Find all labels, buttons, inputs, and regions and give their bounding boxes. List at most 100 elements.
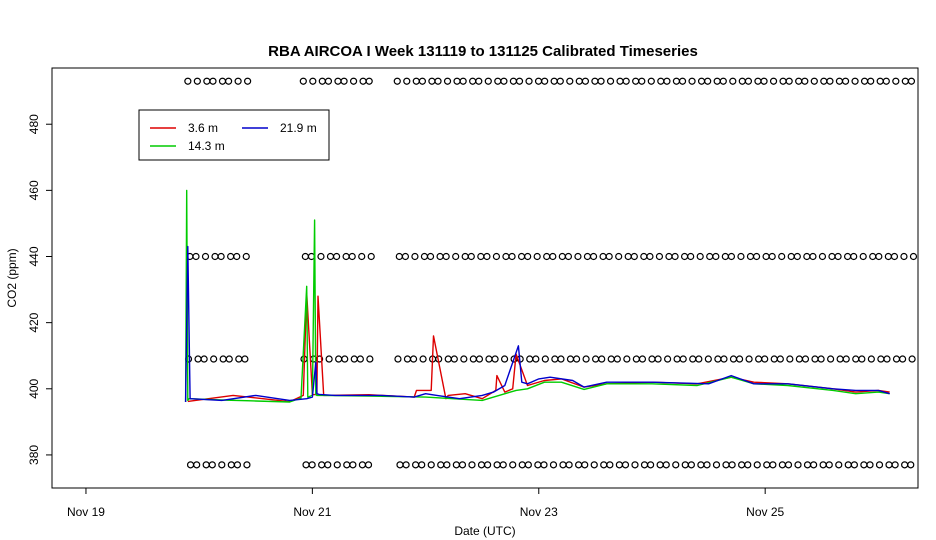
- calibration-marker-1-2-63: [909, 252, 918, 261]
- calibration-marker-2-0-2: [200, 355, 208, 363]
- x-axis-label: Date (UTC): [454, 524, 515, 538]
- calibration-marker-2-2-29: [632, 355, 640, 363]
- calibration-marker-2-2-12: [491, 355, 499, 363]
- calibration-marker-3-2-1: [402, 461, 410, 469]
- calibration-marker-0-2-24: [591, 77, 599, 85]
- calibration-marker-1-1-7: [358, 252, 366, 261]
- calibration-marker-2-2-35: [679, 355, 687, 363]
- calibration-marker-0-2-43: [744, 77, 753, 85]
- calibration-marker-2-2-57: [858, 355, 866, 363]
- calibration-marker-0-2-46: [769, 77, 778, 85]
- calibration-marker-0-2-58: [867, 77, 875, 85]
- calibration-marker-3-2-27: [615, 461, 623, 469]
- calibration-marker-2-2-47: [776, 355, 784, 363]
- calibration-marker-3-2-18: [540, 461, 548, 469]
- calibration-marker-3-2-47: [778, 461, 786, 469]
- x-tick-label-1: Nov 21: [293, 505, 331, 519]
- calibration-marker-0-2-34: [672, 77, 681, 85]
- calibration-marker-1-2-8: [461, 252, 469, 261]
- calibration-marker-0-2-29: [632, 77, 640, 85]
- calibration-marker-1-0-2: [201, 252, 210, 261]
- calibration-marker-0-2-26: [606, 77, 615, 85]
- calibration-marker-3-2-22: [575, 461, 583, 469]
- calibration-marker-2-0-1: [194, 355, 202, 363]
- calibration-marker-1-2-47: [778, 252, 786, 261]
- calibration-marker-1-2-15: [517, 252, 526, 261]
- calibration-marker-2-2-53: [827, 355, 835, 363]
- calibration-marker-1-2-3: [420, 252, 429, 261]
- calibration-marker-0-2-16: [525, 77, 533, 85]
- calibration-marker-1-2-44: [752, 252, 761, 261]
- calibration-marker-3-2-24: [590, 461, 598, 469]
- y-tick-label-5: 480: [27, 114, 41, 134]
- calibration-marker-3-2-7: [452, 461, 460, 469]
- calibration-marker-1-2-30: [640, 252, 648, 261]
- y-axis-label: CO2 (ppm): [5, 248, 19, 307]
- calibration-marker-0-1-4: [334, 77, 342, 85]
- calibration-marker-3-2-44: [753, 461, 761, 469]
- calibration-marker-0-2-42: [738, 77, 746, 85]
- calibration-marker-0-2-39: [713, 77, 721, 85]
- calibration-marker-2-2-6: [444, 355, 452, 363]
- calibration-marker-3-1-1: [308, 461, 316, 469]
- calibration-marker-2-2-13: [500, 355, 509, 363]
- calibration-marker-0-1-3: [324, 77, 333, 85]
- calibration-marker-2-2-18: [541, 355, 549, 363]
- calibration-marker-1-2-20: [558, 252, 566, 261]
- calibration-marker-1-2-11: [483, 252, 491, 261]
- chart-title: RBA AIRCOA I Week 131119 to 131125 Calib…: [268, 43, 698, 60]
- calibration-marker-2-0-7: [241, 355, 249, 363]
- calibration-marker-0-2-17: [534, 77, 543, 85]
- calibration-marker-1-2-52: [818, 252, 827, 261]
- calibration-marker-3-2-2: [412, 461, 420, 469]
- calibration-marker-2-2-27: [613, 355, 621, 363]
- calibration-marker-1-2-42: [737, 252, 745, 261]
- legend-label-0: 3.6 m: [188, 121, 218, 135]
- calibration-marker-0-0-1: [193, 77, 201, 85]
- y-tick-label-0: 380: [27, 445, 41, 465]
- calibration-marker-1-2-0: [395, 252, 403, 261]
- calibration-marker-2-2-42: [735, 355, 744, 363]
- calibration-marker-2-2-16: [526, 355, 534, 363]
- calibration-marker-1-1-2: [317, 252, 325, 261]
- calibration-marker-1-2-13: [502, 252, 510, 261]
- calibration-marker-3-2-29: [631, 461, 639, 469]
- calibration-marker-0-0-5: [224, 77, 233, 85]
- legend-box: [138, 109, 330, 161]
- calibration-marker-1-2-27: [615, 252, 623, 261]
- calibration-marker-2-2-55: [842, 355, 850, 363]
- calibration-marker-3-0-2: [202, 461, 210, 469]
- calibration-marker-0-2-57: [860, 77, 869, 85]
- calibration-marker-2-2-23: [582, 355, 590, 363]
- calibration-marker-1-2-54: [834, 252, 842, 261]
- calibration-marker-2-2-9: [469, 355, 477, 363]
- calibration-marker-3-2-14: [509, 461, 517, 469]
- calibration-marker-2-0-3: [210, 355, 218, 363]
- calibration-marker-1-2-50: [803, 252, 811, 261]
- calibration-marker-2-1-6: [350, 355, 358, 363]
- calibration-marker-0-2-37: [697, 77, 706, 85]
- calibration-marker-2-2-44: [755, 355, 763, 363]
- calibration-marker-0-1-6: [349, 77, 358, 85]
- calibration-marker-3-2-39: [712, 461, 721, 469]
- calibration-marker-1-0-3: [211, 252, 219, 261]
- calibration-marker-3-2-26: [606, 461, 614, 469]
- calibration-marker-1-2-59: [875, 252, 883, 261]
- calibration-marker-0-2-4: [428, 77, 436, 85]
- calibration-marker-0-2-31: [647, 77, 655, 85]
- calibration-marker-2-0-6: [235, 355, 243, 363]
- series-line-1: [184, 189, 890, 403]
- calibration-marker-1-2-26: [605, 252, 613, 261]
- calibration-marker-3-2-53: [825, 461, 833, 469]
- calibration-marker-3-2-19: [549, 461, 558, 469]
- calibration-marker-0-2-56: [851, 77, 859, 85]
- calibration-marker-1-2-16: [524, 252, 532, 261]
- calibration-marker-0-2-9: [469, 77, 477, 85]
- calibration-marker-0-1-0: [299, 77, 307, 85]
- data-series: [184, 189, 890, 403]
- calibration-marker-1-2-37: [696, 252, 704, 261]
- calibration-marker-2-2-1: [403, 355, 412, 363]
- calibration-marker-1-2-1: [401, 252, 410, 261]
- calibration-marker-3-2-38: [703, 461, 711, 469]
- calibration-marker-2-2-41: [729, 355, 738, 363]
